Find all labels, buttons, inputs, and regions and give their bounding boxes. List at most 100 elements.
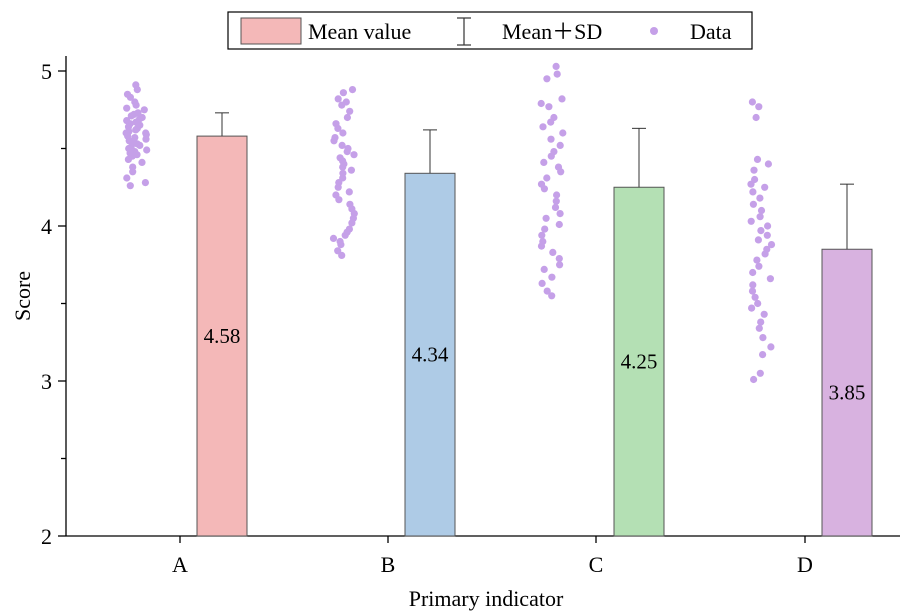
bar-value-label: 3.85	[829, 381, 866, 405]
data-point	[752, 113, 760, 122]
data-point	[539, 123, 547, 131]
data-point	[334, 183, 342, 191]
data-point	[541, 225, 549, 233]
data-point	[337, 241, 345, 249]
bar-value-label: 4.58	[204, 324, 241, 348]
x-ticks: A B C D	[172, 536, 813, 577]
data-point	[543, 75, 551, 83]
data-point	[755, 262, 763, 270]
bar	[404, 172, 456, 537]
legend: Mean value Mean＋SD Data	[227, 11, 753, 50]
legend-box	[227, 11, 753, 50]
data-point	[759, 351, 767, 359]
data-point	[126, 182, 134, 190]
y-axis-title: Score	[10, 271, 35, 321]
data-point	[753, 155, 762, 163]
data-point	[757, 206, 766, 215]
data-point	[750, 166, 758, 174]
y-ticks: 2 3 4 5	[41, 59, 66, 549]
data-point	[558, 95, 566, 103]
data-point	[142, 135, 150, 143]
y-tick-label: 3	[41, 369, 52, 394]
legend-mean-swatch	[240, 17, 302, 45]
data-point	[763, 231, 771, 239]
y-tick-label: 5	[41, 59, 52, 84]
bar	[613, 186, 665, 537]
data-point	[757, 227, 765, 235]
data-point	[124, 155, 132, 163]
data-point	[334, 95, 342, 103]
data-point	[756, 213, 764, 221]
data-point	[348, 219, 356, 227]
error-bars	[215, 112, 854, 250]
data-point	[540, 185, 549, 193]
x-axis-title: Primary indicator	[409, 586, 564, 611]
data-point	[749, 268, 757, 277]
data-point	[755, 324, 763, 332]
data-point	[334, 124, 342, 132]
data-point	[123, 174, 131, 182]
data-point	[343, 113, 351, 122]
data-point	[557, 168, 565, 176]
data-point	[133, 86, 141, 94]
bar-value-label: 4.34	[412, 343, 449, 367]
data-point	[764, 160, 773, 168]
data-point	[555, 255, 563, 263]
data-point	[556, 141, 564, 149]
legend-sd-symbol	[457, 17, 471, 46]
data-point	[538, 279, 546, 287]
data-point	[348, 86, 357, 94]
data-point	[748, 98, 757, 106]
data-point	[547, 135, 555, 143]
x-tick-label: C	[589, 552, 604, 577]
data-point	[123, 104, 131, 112]
data-point	[559, 129, 567, 137]
data-point	[553, 191, 561, 199]
data-point	[538, 231, 546, 239]
data-point	[552, 197, 560, 205]
data-point	[552, 62, 560, 70]
data-point	[760, 310, 768, 318]
data-point	[330, 137, 338, 145]
data-point	[756, 369, 764, 377]
data-point	[143, 146, 151, 154]
data-point	[761, 183, 769, 191]
data-point	[767, 343, 775, 351]
data-point	[339, 89, 347, 97]
data-point	[329, 234, 338, 242]
data-point	[542, 214, 550, 222]
y-tick-label: 2	[41, 524, 52, 549]
data-point	[335, 196, 343, 204]
x-tick-label: D	[797, 552, 813, 577]
data-point	[748, 304, 756, 312]
data-point	[748, 287, 757, 295]
data-point	[556, 210, 564, 218]
data-point	[547, 118, 555, 126]
data-points	[122, 62, 776, 384]
data-point	[339, 129, 347, 137]
data-point	[749, 281, 757, 289]
data-point	[339, 163, 347, 171]
data-point	[755, 103, 763, 111]
x-tick-label: A	[172, 552, 188, 577]
data-point	[551, 203, 560, 211]
data-point	[750, 375, 758, 384]
data-point	[338, 101, 346, 109]
data-point	[555, 220, 563, 229]
data-point	[140, 106, 148, 114]
value-labels: 4.58 4.34 4.25 3.85	[204, 324, 866, 405]
data-point	[553, 70, 561, 78]
data-point	[350, 151, 358, 159]
data-point	[766, 275, 775, 283]
legend-data-dot	[650, 27, 658, 35]
data-point	[338, 251, 346, 259]
legend-mean-label: Mean value	[308, 19, 411, 44]
data-point	[549, 248, 557, 256]
data-point	[754, 236, 763, 244]
data-point	[141, 179, 149, 187]
data-point	[540, 265, 548, 273]
data-point	[761, 250, 769, 258]
x-tick-label: B	[381, 552, 396, 577]
data-point	[747, 180, 755, 188]
